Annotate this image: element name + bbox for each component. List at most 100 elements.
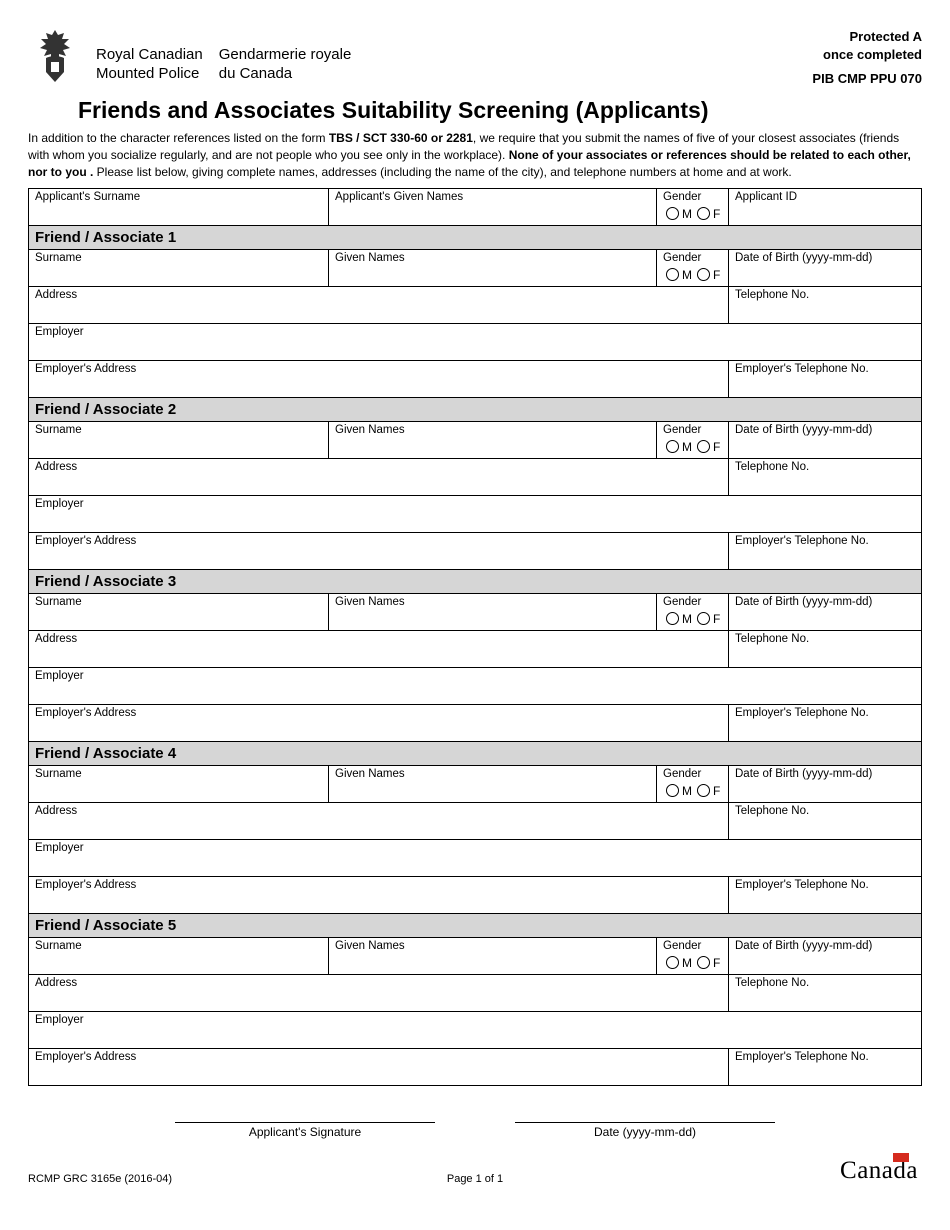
- org-en-line2: Mounted Police: [96, 65, 203, 84]
- gender-label: Gender: [663, 424, 722, 438]
- friend1-row1: Surname Given Names Gender M F Date of B…: [29, 250, 921, 287]
- applicant-given-field[interactable]: Applicant's Given Names: [329, 189, 657, 225]
- friend3-dob-field[interactable]: Date of Birth (yyyy-mm-dd): [729, 594, 921, 630]
- friend3-row4: Employer's Address Employer's Telephone …: [29, 705, 921, 742]
- date-line[interactable]: [515, 1122, 775, 1123]
- applicant-id-label: Applicant ID: [735, 191, 915, 205]
- intro-part1: In addition to the character references …: [28, 131, 329, 145]
- friend2-telephone-field[interactable]: Telephone No.: [729, 459, 921, 495]
- friend1-given-field[interactable]: Given Names: [329, 250, 657, 286]
- gender-label: Gender: [663, 596, 722, 610]
- surname-label: Surname: [35, 768, 322, 782]
- emp-telephone-label: Employer's Telephone No.: [735, 535, 915, 549]
- friend2-employer-field[interactable]: Employer: [29, 496, 921, 532]
- friend5-gender-f-radio[interactable]: [697, 956, 710, 969]
- gender-m-label: M: [682, 268, 692, 282]
- friend1-surname-field[interactable]: Surname: [29, 250, 329, 286]
- friend5-dob-field[interactable]: Date of Birth (yyyy-mm-dd): [729, 938, 921, 974]
- friend4-row4: Employer's Address Employer's Telephone …: [29, 877, 921, 914]
- address-label: Address: [35, 977, 722, 991]
- gender-label: Gender: [663, 191, 722, 205]
- friend2-surname-field[interactable]: Surname: [29, 422, 329, 458]
- friend2-dob-field[interactable]: Date of Birth (yyyy-mm-dd): [729, 422, 921, 458]
- applicant-id-field[interactable]: Applicant ID: [729, 189, 921, 225]
- section-header-2: Friend / Associate 2: [29, 398, 921, 422]
- friend1-gender-f-radio[interactable]: [697, 268, 710, 281]
- friend5-row4: Employer's Address Employer's Telephone …: [29, 1049, 921, 1086]
- section-header-4: Friend / Associate 4: [29, 742, 921, 766]
- emp-telephone-label: Employer's Telephone No.: [735, 879, 915, 893]
- friend5-telephone-field[interactable]: Telephone No.: [729, 975, 921, 1011]
- friend1-gender-m-radio[interactable]: [666, 268, 679, 281]
- friend5-surname-field[interactable]: Surname: [29, 938, 329, 974]
- friend3-emp-address-field[interactable]: Employer's Address: [29, 705, 729, 741]
- friend3-telephone-field[interactable]: Telephone No.: [729, 631, 921, 667]
- friend2-emp-address-field[interactable]: Employer's Address: [29, 533, 729, 569]
- given-label: Given Names: [335, 424, 650, 438]
- friend3-employer-field[interactable]: Employer: [29, 668, 921, 704]
- friend1-telephone-field[interactable]: Telephone No.: [729, 287, 921, 323]
- address-label: Address: [35, 633, 722, 647]
- friend4-emp-address-field[interactable]: Employer's Address: [29, 877, 729, 913]
- friend4-address-field[interactable]: Address: [29, 803, 729, 839]
- friend1-emp-address-field[interactable]: Employer's Address: [29, 361, 729, 397]
- friend4-gender-m-radio[interactable]: [666, 784, 679, 797]
- friend1-employer-field[interactable]: Employer: [29, 324, 921, 360]
- gender-f-label: F: [713, 956, 720, 970]
- org-fr-line1: Gendarmerie royale: [219, 46, 352, 65]
- friend2-address-field[interactable]: Address: [29, 459, 729, 495]
- friend2-emp-telephone-field[interactable]: Employer's Telephone No.: [729, 533, 921, 569]
- friend3-gender-field: Gender M F: [657, 594, 729, 630]
- friend2-given-field[interactable]: Given Names: [329, 422, 657, 458]
- dob-label: Date of Birth (yyyy-mm-dd): [735, 424, 915, 438]
- applicant-surname-field[interactable]: Applicant's Surname: [29, 189, 329, 225]
- applicant-surname-label: Applicant's Surname: [35, 191, 322, 205]
- friend4-telephone-field[interactable]: Telephone No.: [729, 803, 921, 839]
- friend5-address-field[interactable]: Address: [29, 975, 729, 1011]
- friend4-employer-field[interactable]: Employer: [29, 840, 921, 876]
- gender-f-label: F: [713, 440, 720, 454]
- address-label: Address: [35, 805, 722, 819]
- gender-m-radio[interactable]: [666, 207, 679, 220]
- friend1-dob-field[interactable]: Date of Birth (yyyy-mm-dd): [729, 250, 921, 286]
- friend1-emp-telephone-field[interactable]: Employer's Telephone No.: [729, 361, 921, 397]
- friend3-emp-telephone-field[interactable]: Employer's Telephone No.: [729, 705, 921, 741]
- friend3-gender-m-radio[interactable]: [666, 612, 679, 625]
- friend1-address-field[interactable]: Address: [29, 287, 729, 323]
- date-label: Date (yyyy-mm-dd): [594, 1125, 696, 1139]
- applicant-given-label: Applicant's Given Names: [335, 191, 650, 205]
- telephone-label: Telephone No.: [735, 977, 915, 991]
- friend5-emp-address-field[interactable]: Employer's Address: [29, 1049, 729, 1085]
- friend2-gender-f-radio[interactable]: [697, 440, 710, 453]
- friend1-gender-field: Gender M F: [657, 250, 729, 286]
- friend4-surname-field[interactable]: Surname: [29, 766, 329, 802]
- form-container: Applicant's Surname Applicant's Given Na…: [28, 188, 922, 1086]
- signature-line[interactable]: [175, 1122, 435, 1123]
- telephone-label: Telephone No.: [735, 461, 915, 475]
- section-header-1: Friend / Associate 1: [29, 226, 921, 250]
- friend5-row2: Address Telephone No.: [29, 975, 921, 1012]
- friend4-given-field[interactable]: Given Names: [329, 766, 657, 802]
- friend4-row1: Surname Given Names Gender M F Date of B…: [29, 766, 921, 803]
- given-label: Given Names: [335, 252, 650, 266]
- friend2-row1: Surname Given Names Gender M F Date of B…: [29, 422, 921, 459]
- friend3-gender-f-radio[interactable]: [697, 612, 710, 625]
- friend5-employer-field[interactable]: Employer: [29, 1012, 921, 1048]
- signature-label: Applicant's Signature: [249, 1125, 361, 1139]
- friend3-surname-field[interactable]: Surname: [29, 594, 329, 630]
- friend3-given-field[interactable]: Given Names: [329, 594, 657, 630]
- friend5-gender-m-radio[interactable]: [666, 956, 679, 969]
- friend3-row2: Address Telephone No.: [29, 631, 921, 668]
- emp-address-label: Employer's Address: [35, 707, 722, 721]
- address-label: Address: [35, 289, 722, 303]
- friend4-dob-field[interactable]: Date of Birth (yyyy-mm-dd): [729, 766, 921, 802]
- given-label: Given Names: [335, 596, 650, 610]
- friend5-emp-telephone-field[interactable]: Employer's Telephone No.: [729, 1049, 921, 1085]
- friend5-given-field[interactable]: Given Names: [329, 938, 657, 974]
- gender-f-radio[interactable]: [697, 207, 710, 220]
- friend3-address-field[interactable]: Address: [29, 631, 729, 667]
- friend4-emp-telephone-field[interactable]: Employer's Telephone No.: [729, 877, 921, 913]
- page-number: Page 1 of 1: [447, 1173, 503, 1185]
- friend4-gender-f-radio[interactable]: [697, 784, 710, 797]
- friend2-gender-m-radio[interactable]: [666, 440, 679, 453]
